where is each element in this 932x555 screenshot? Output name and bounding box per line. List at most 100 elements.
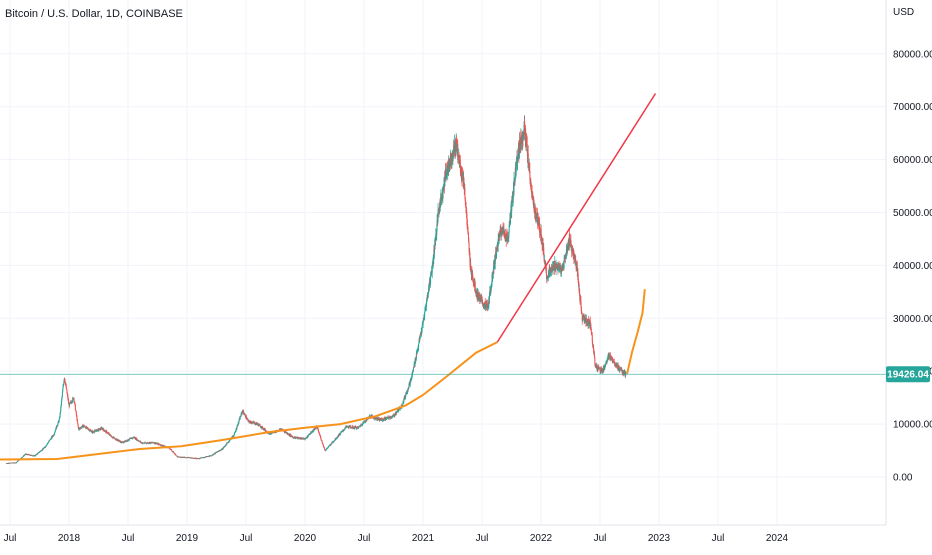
time-tick-label: Jul xyxy=(122,533,135,544)
candle-body xyxy=(321,440,323,443)
candle-body xyxy=(134,437,136,439)
candle-body xyxy=(34,455,36,457)
candle-body xyxy=(355,426,357,429)
candle-body xyxy=(289,434,291,436)
candle-body xyxy=(505,234,507,241)
candle-body xyxy=(362,423,364,425)
candle-body xyxy=(591,334,593,342)
candle-body xyxy=(573,250,575,259)
candle-body xyxy=(399,408,401,410)
time-tick-label: Jul xyxy=(594,533,607,544)
candle-body xyxy=(509,217,511,224)
candle-body xyxy=(171,449,173,451)
price-candles xyxy=(5,115,627,464)
candle-body xyxy=(69,403,71,407)
candle-body xyxy=(100,429,102,430)
candle-body xyxy=(548,270,550,278)
candle-body xyxy=(619,367,621,369)
candle-body xyxy=(467,233,469,239)
candle-body xyxy=(575,260,577,262)
candle-body xyxy=(228,441,230,443)
candle-body xyxy=(614,362,616,365)
candle-body xyxy=(468,238,470,243)
candle-body xyxy=(300,437,302,440)
moving-average-line xyxy=(0,341,498,461)
candle-body xyxy=(140,441,142,443)
candle-body xyxy=(73,401,75,403)
candle-body xyxy=(485,305,487,310)
candle-body xyxy=(160,444,162,446)
candle-body xyxy=(35,454,37,456)
candle-body xyxy=(37,452,39,454)
candle-body xyxy=(395,413,397,415)
candle-body xyxy=(428,283,430,291)
candle-body xyxy=(563,260,565,268)
candle-body xyxy=(488,293,490,303)
time-tick-label: 2022 xyxy=(530,533,553,544)
candle-body xyxy=(398,408,400,411)
candle-body xyxy=(62,386,64,390)
candle-body xyxy=(214,453,216,454)
candle-body xyxy=(175,454,177,455)
candle-body xyxy=(422,321,424,325)
candle-body xyxy=(496,247,498,258)
candle-body xyxy=(579,289,581,297)
candle-body xyxy=(21,457,23,459)
candle-body xyxy=(299,437,301,439)
candle-body xyxy=(173,452,175,454)
candle-body xyxy=(60,401,62,406)
last-price-label: 19426.04 xyxy=(887,370,929,381)
time-axis[interactable]: Jul 2018 Jul 2019 Jul 2020 Jul 2021 Jul 2022 Jul 20… xyxy=(4,533,789,544)
candle-body xyxy=(589,323,591,324)
candle-body xyxy=(463,178,465,186)
candle-body xyxy=(72,397,74,402)
candle-body xyxy=(249,421,251,423)
candle-body xyxy=(545,267,547,275)
candle-body xyxy=(405,394,407,397)
candle-body xyxy=(73,398,75,402)
candle-body xyxy=(259,425,261,428)
candle-body xyxy=(304,438,306,440)
price-tick-label: 10000.00 xyxy=(893,420,932,431)
price-axis[interactable]: 80000.00 70000.00 60000.00 50000.00 40000.00… xyxy=(893,49,932,483)
candle-body xyxy=(237,421,239,426)
candle-body xyxy=(328,445,330,447)
candle-body xyxy=(129,438,131,440)
candle-body xyxy=(527,153,529,162)
candle-body xyxy=(59,411,61,413)
candle-body xyxy=(470,263,472,272)
candle-body xyxy=(590,328,592,333)
candle-body xyxy=(457,143,459,160)
candle-body xyxy=(174,453,176,454)
candle-body xyxy=(344,428,346,430)
candle-body xyxy=(83,425,85,427)
time-tick-label: Jul xyxy=(712,533,725,544)
candle-body xyxy=(305,438,307,439)
candle-body xyxy=(76,416,78,421)
candle-body xyxy=(617,364,619,369)
time-tick-label: 2021 xyxy=(412,533,435,544)
candle-body xyxy=(75,411,77,415)
candle-body xyxy=(175,454,177,456)
candle-body xyxy=(409,380,411,385)
candle-body xyxy=(333,440,335,442)
candle-body xyxy=(111,436,113,438)
candle-body xyxy=(310,432,312,434)
candle-body xyxy=(191,458,193,459)
time-tick-label: Jul xyxy=(4,533,17,544)
time-tick-label: Jul xyxy=(240,533,253,544)
candle-body xyxy=(393,415,395,417)
candle-body xyxy=(590,325,592,329)
time-tick-label: 2019 xyxy=(176,533,199,544)
candle-body xyxy=(103,428,105,430)
candle-body xyxy=(314,429,316,431)
candle-body xyxy=(74,402,76,403)
candle-body xyxy=(468,242,470,252)
candle-body xyxy=(322,444,324,446)
candle-body xyxy=(314,427,316,430)
candle-body xyxy=(40,450,42,452)
candle-body xyxy=(474,282,476,292)
candle-body xyxy=(47,441,49,443)
